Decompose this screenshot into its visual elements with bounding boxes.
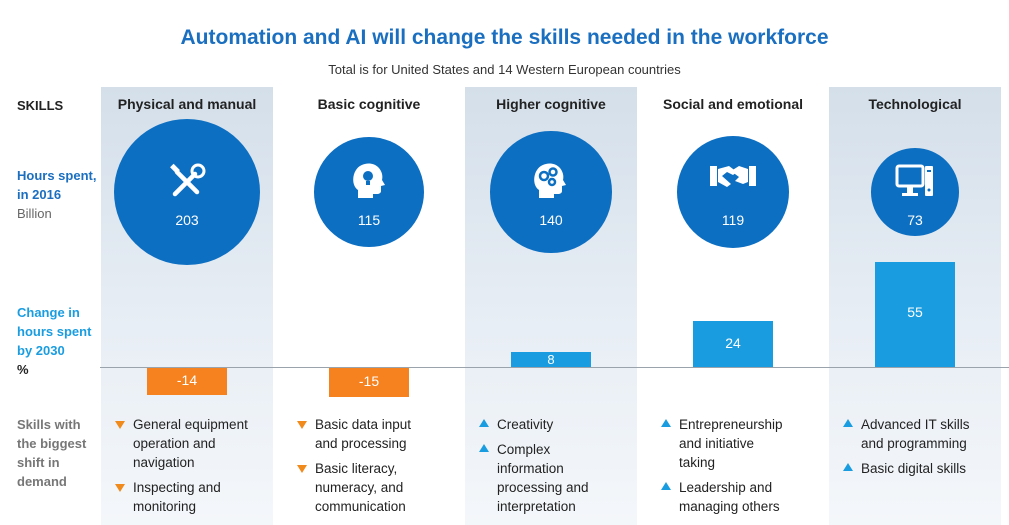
triangle-down-icon <box>297 421 307 429</box>
row-label-hours-line1: Hours spent, <box>17 168 97 183</box>
row-label-hours: Hours spent, in 2016 Billion <box>17 166 96 223</box>
skill-shift-item: Inspecting and monitoring <box>115 478 280 516</box>
skill-shift-text: Advanced IT skills and programming <box>861 417 970 451</box>
skill-shift-item: Creativity <box>479 415 614 434</box>
column-header-technological: Technological <box>868 96 962 112</box>
skill-shift-item: Basic digital skills <box>843 459 983 478</box>
head-gears-icon <box>531 160 571 205</box>
skill-shift-item: Leadership and managing others <box>661 478 789 516</box>
row-label-hours-line2: in 2016 <box>17 187 62 202</box>
hours-circle: 119 <box>677 136 789 248</box>
skill-shift-item: General equipment operation and navigati… <box>115 415 280 472</box>
row-label-shift-line2: the biggest <box>17 436 87 451</box>
skill-shift-text: Inspecting and monitoring <box>133 480 221 514</box>
column-header-higher-cognitive: Higher cognitive <box>496 96 606 112</box>
chart-subtitle: Total is for United States and 14 Wester… <box>328 62 681 77</box>
tools-icon <box>165 160 209 209</box>
hours-value-label: 119 <box>721 211 745 228</box>
hours-circle: 203 <box>114 119 260 265</box>
hours-circle: 140 <box>490 131 612 253</box>
triangle-up-icon <box>479 419 489 427</box>
triangle-down-icon <box>297 465 307 473</box>
row-label-shift-line3: shift in <box>17 455 60 470</box>
row-label-shift-line1: Skills with <box>17 417 81 432</box>
row-label-change: Change in hours spent by 2030 % <box>17 303 91 379</box>
skill-shift-text: Leadership and managing others <box>679 480 780 514</box>
change-value-label: 8 <box>547 351 555 367</box>
change-value-label: 55 <box>907 304 923 320</box>
hours-value-label: 203 <box>175 212 199 228</box>
triangle-up-icon <box>479 444 489 452</box>
change-value-label: -15 <box>358 373 380 390</box>
triangle-down-icon <box>115 484 125 492</box>
skill-shift-text: Creativity <box>497 417 554 432</box>
hours-value-label: 115 <box>357 211 381 228</box>
hours-value-label: 140 <box>539 211 563 228</box>
change-value-label: -14 <box>176 372 198 389</box>
row-label-hours-unit: Billion <box>17 206 52 221</box>
skill-shift-list: General equipment operation and navigati… <box>115 415 280 522</box>
change-bar: -15 <box>329 368 409 397</box>
change-bar: -14 <box>147 368 227 395</box>
triangle-down-icon <box>115 421 125 429</box>
row-label-change-line2: hours spent <box>17 324 92 339</box>
triangle-up-icon <box>661 419 671 427</box>
row-label-change-line3: by 2030 <box>17 343 65 358</box>
triangle-up-icon <box>843 463 853 471</box>
chart-title: Automation and AI will change the skills… <box>180 26 829 49</box>
skill-shift-text: Basic data input and processing <box>315 417 412 451</box>
row-label-change-unit: % <box>17 362 29 377</box>
triangle-up-icon <box>843 419 853 427</box>
head-lightbulb-icon <box>350 160 388 205</box>
skill-shift-item: Complex information processing and inter… <box>479 440 614 516</box>
skill-shift-list: Entrepreneurship and initiative taking Le… <box>661 415 789 522</box>
skill-shift-list: Creativity Complex information processing… <box>479 415 614 522</box>
column-header-social-emotional: Social and emotional <box>662 96 804 112</box>
triangle-up-icon <box>661 482 671 490</box>
row-label-shift-line4: demand <box>17 474 67 489</box>
skill-shift-list: Basic data input and processing Basic lit… <box>297 415 415 522</box>
column-header-physical: Physical and manual <box>117 96 257 112</box>
hours-circle: 73 <box>871 148 959 236</box>
skill-shift-list: Advanced IT skills and programming Basic … <box>843 415 983 484</box>
skill-shift-item: Basic data input and processing <box>297 415 415 453</box>
skill-shift-text: Entrepreneurship and initiative taking <box>679 417 783 470</box>
skill-shift-text: Complex information processing and inter… <box>497 442 589 514</box>
row-label-skills: SKILLS <box>17 98 64 113</box>
change-bar: 24 <box>693 321 773 367</box>
row-label-shift: Skills with the biggest shift in demand <box>17 415 86 491</box>
skill-shift-item: Entrepreneurship and initiative taking <box>661 415 789 472</box>
change-bar: 8 <box>511 351 591 367</box>
change-value-label: 24 <box>725 335 741 352</box>
hours-circle: 115 <box>314 137 424 247</box>
skill-shift-text: Basic literacy, numeracy, and communicat… <box>315 461 406 514</box>
skill-shift-item: Advanced IT skills and programming <box>843 415 983 453</box>
skill-shift-item: Basic literacy, numeracy, and communicat… <box>297 459 415 516</box>
computer-icon <box>893 160 937 209</box>
change-bar: 55 <box>875 262 955 367</box>
column-header-basic-cognitive: Basic cognitive <box>317 96 421 112</box>
skill-shift-text: Basic digital skills <box>861 461 967 476</box>
row-label-change-line1: Change in <box>17 305 80 320</box>
hours-value-label: 73 <box>907 211 923 228</box>
handshake-icon <box>709 160 757 197</box>
skill-shift-text: General equipment operation and navigati… <box>133 417 248 470</box>
zero-baseline <box>100 367 1009 368</box>
